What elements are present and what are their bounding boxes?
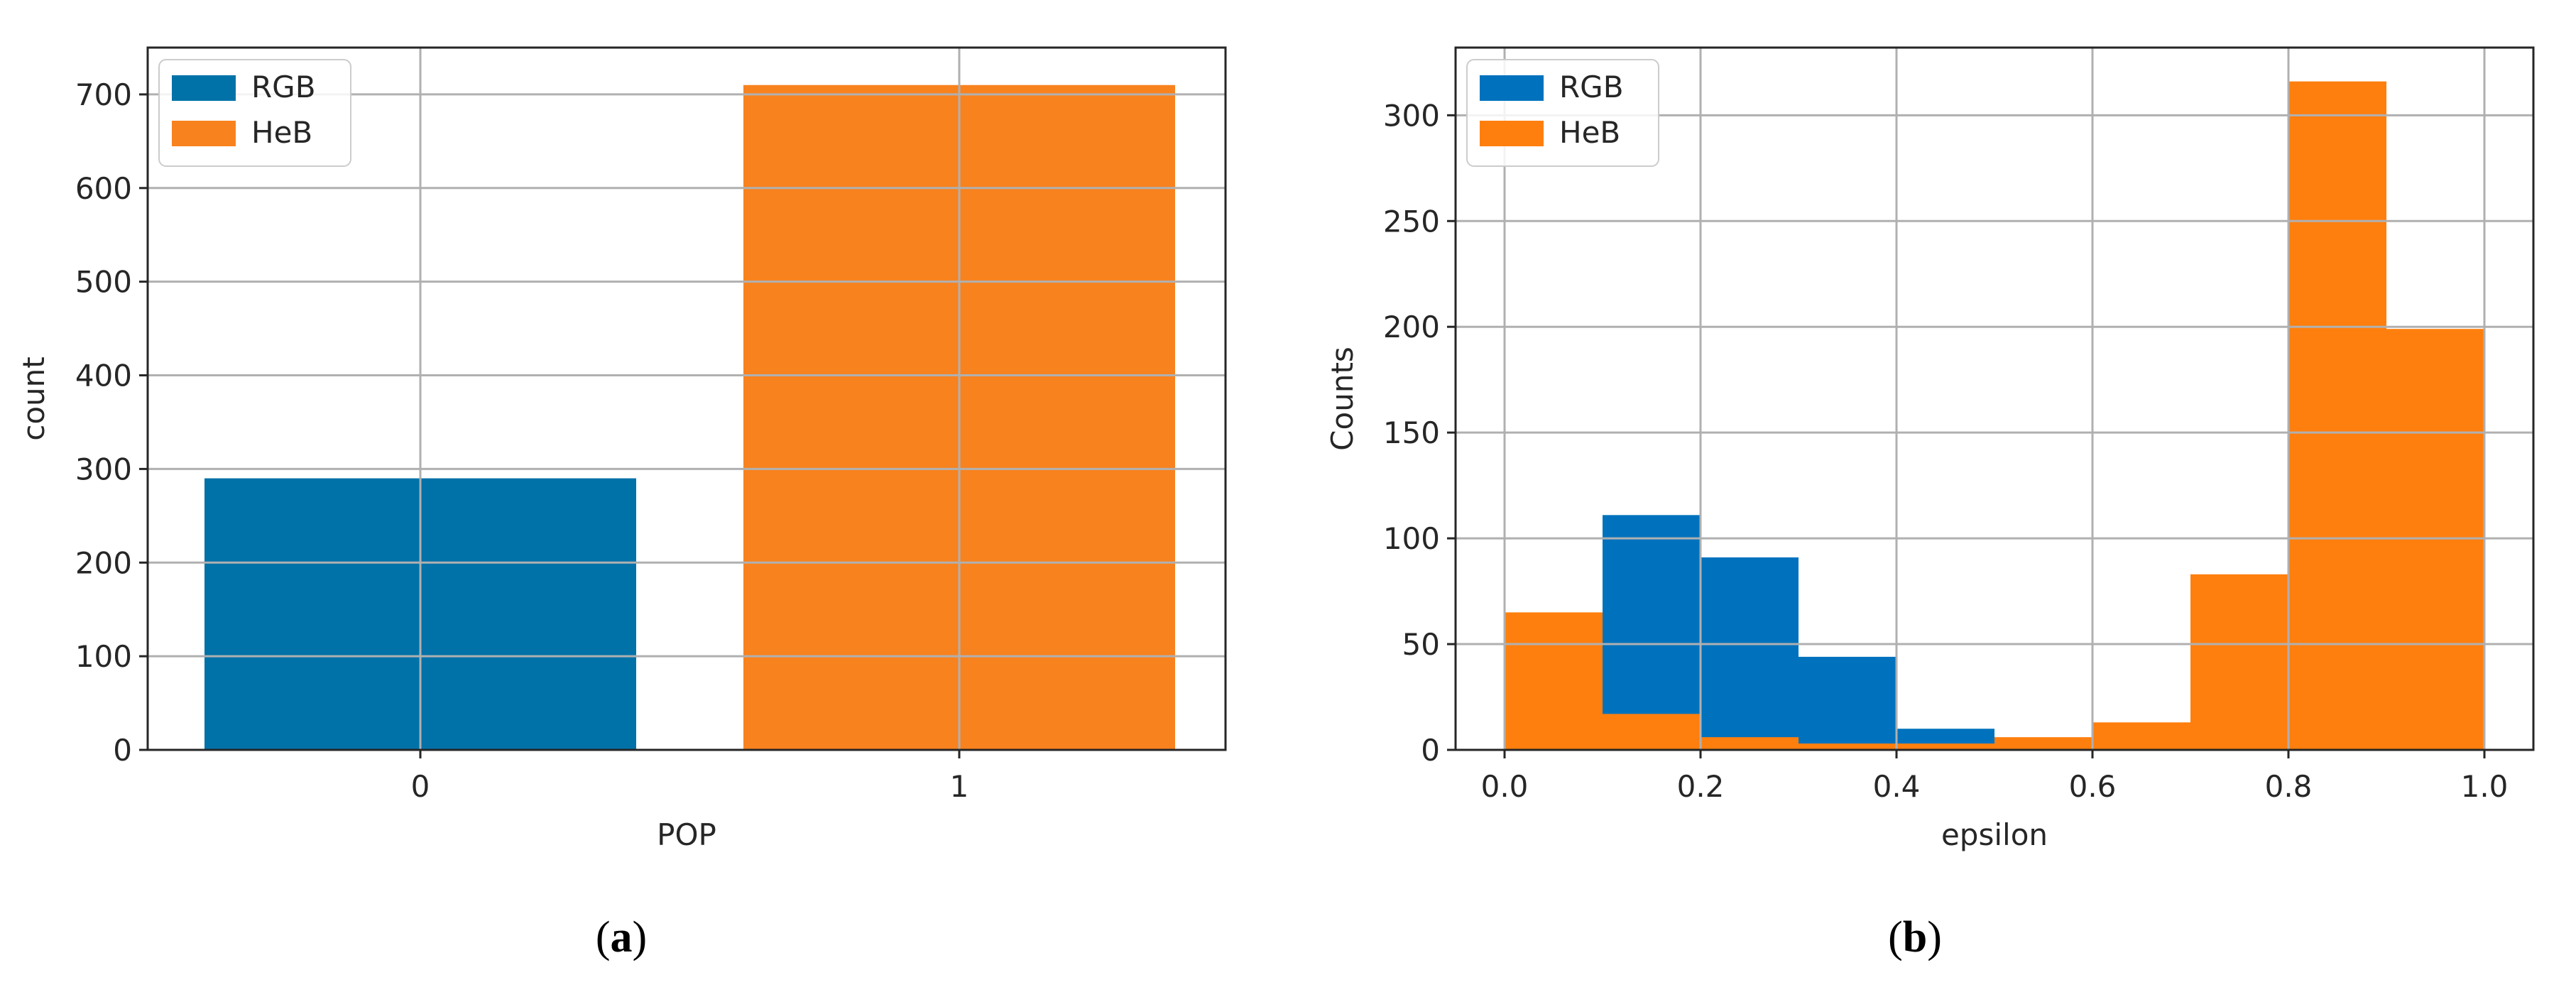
caption-a-letter: a bbox=[610, 913, 633, 961]
x-tick-label-0.8: 0.8 bbox=[2265, 769, 2313, 804]
y-tick-label-200: 200 bbox=[1383, 310, 1440, 344]
x-tick-label-1: 1 bbox=[950, 769, 969, 804]
y-tick-label-0: 0 bbox=[1421, 733, 1440, 768]
y-tick-label-200: 200 bbox=[75, 545, 132, 580]
y-tick-label-250: 250 bbox=[1383, 204, 1440, 239]
legend-label-heb: HeB bbox=[251, 115, 312, 150]
chart-a: 0 100 200 300 400 500 600 700 0 1 POP count RGB HeB bbox=[16, 46, 1227, 852]
bar-heb-bin-4 bbox=[1896, 743, 1994, 750]
y-tick-label-50: 50 bbox=[1402, 627, 1440, 662]
legend-label-rgb: RGB bbox=[251, 70, 316, 104]
bar-rgb-bin-1 bbox=[1603, 515, 1701, 750]
x-tick-label-0.0: 0.0 bbox=[1481, 769, 1529, 804]
legend-swatch-heb bbox=[172, 121, 236, 146]
bar-heb-bin-5 bbox=[1994, 737, 2092, 750]
legend-label-heb: HeB bbox=[1559, 115, 1620, 150]
caption-b-close: ) bbox=[1927, 913, 1942, 961]
caption-a-open: ( bbox=[595, 913, 611, 961]
x-axis-label: POP bbox=[657, 817, 716, 852]
y-tick-label-500: 500 bbox=[75, 265, 132, 300]
caption-b: (b) bbox=[1888, 912, 1942, 963]
bar-heb-bin-0 bbox=[1505, 612, 1603, 750]
legend-label-rgb: RGB bbox=[1559, 70, 1624, 104]
bar-heb-bin-7 bbox=[2190, 574, 2288, 750]
x-tick-label-0.6: 0.6 bbox=[2069, 769, 2117, 804]
bar-heb-bin-6 bbox=[2092, 722, 2190, 750]
legend-swatch-heb bbox=[1480, 121, 1544, 146]
y-tick-label-400: 400 bbox=[75, 359, 132, 393]
legend-swatch-rgb bbox=[172, 75, 236, 101]
caption-a-close: ) bbox=[632, 913, 648, 961]
bar-heb-bin-2 bbox=[1701, 737, 1799, 750]
bar-heb-bin-8 bbox=[2288, 81, 2386, 750]
legend-swatch-rgb bbox=[1480, 75, 1544, 101]
y-tick-label-600: 600 bbox=[75, 171, 132, 206]
y-tick-label-100: 100 bbox=[1383, 521, 1440, 556]
y-tick-label-0: 0 bbox=[113, 733, 132, 768]
x-tick-label-0: 0 bbox=[411, 769, 430, 804]
y-tick-label-100: 100 bbox=[75, 639, 132, 674]
plot-frame bbox=[146, 46, 1227, 751]
y-tick-label-300: 300 bbox=[1383, 98, 1440, 133]
bar-heb-bin-1 bbox=[1603, 714, 1701, 750]
y-tick-label-300: 300 bbox=[75, 452, 132, 486]
x-tick-label-0.2: 0.2 bbox=[1677, 769, 1725, 804]
bar-rgb-bin-3 bbox=[1799, 656, 1896, 750]
bar-rgb-bin-2 bbox=[1701, 557, 1799, 750]
x-tick-label-0.4: 0.4 bbox=[1873, 769, 1921, 804]
y-axis-label: Counts bbox=[1325, 347, 1360, 451]
x-tick-label-1.0: 1.0 bbox=[2461, 769, 2509, 804]
x-axis-label: epsilon bbox=[1941, 817, 2048, 852]
y-axis-label: count bbox=[16, 356, 51, 441]
caption-a: (a) bbox=[596, 912, 647, 963]
chart-b: 0 50 100 150 200 250 300 0.0 0.2 0.4 0.6 0.8 1.0 epsi… bbox=[1325, 46, 2535, 852]
caption-b-open: ( bbox=[1888, 913, 1903, 961]
bar-heb-bin-3 bbox=[1799, 743, 1896, 750]
caption-b-letter: b bbox=[1902, 913, 1928, 961]
y-tick-label-150: 150 bbox=[1383, 415, 1440, 450]
plot-frame bbox=[1454, 46, 2535, 751]
y-tick-label-700: 700 bbox=[75, 77, 132, 112]
